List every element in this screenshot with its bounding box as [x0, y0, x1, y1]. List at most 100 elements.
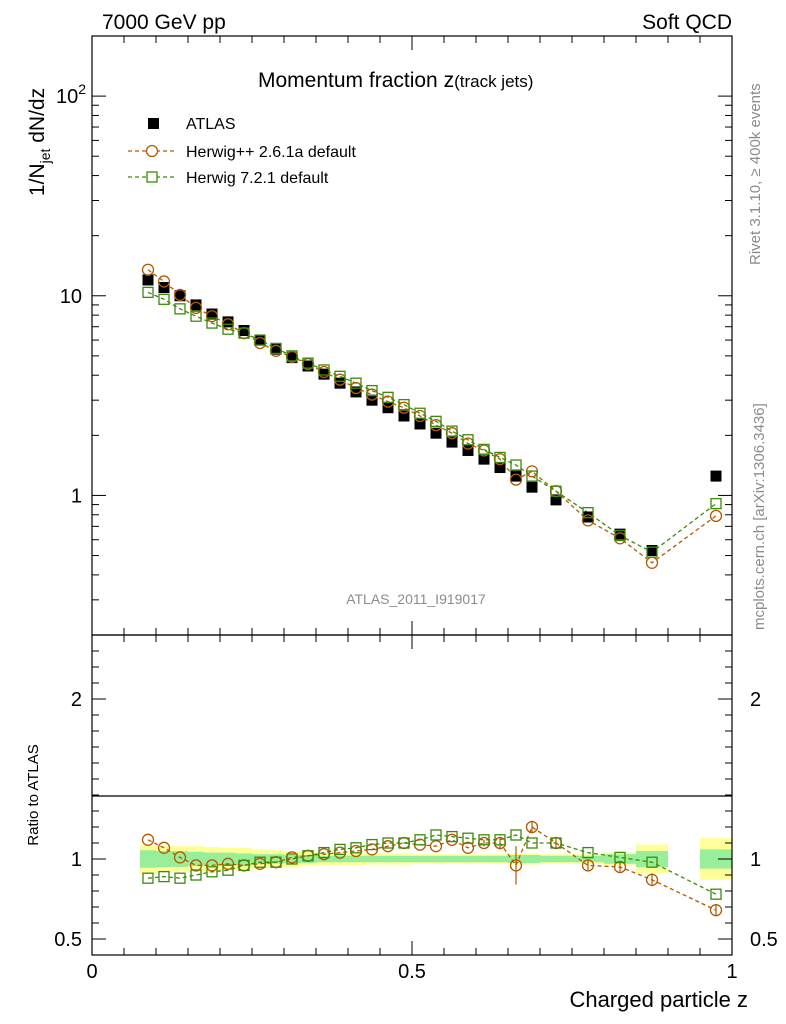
herwig7-ratio-point [238, 859, 250, 872]
herwig7-point [142, 286, 154, 299]
atlas-data-point [510, 470, 522, 482]
herwigpp-ratio-point [613, 860, 627, 874]
uncertainty-band-stat [380, 855, 396, 863]
herwig7-ratio-point [582, 846, 594, 859]
ratio-y-tick-label-left: 1 [71, 849, 82, 871]
herwig7-ratio-point [222, 864, 234, 876]
herwigpp-point [189, 301, 203, 314]
uncertainty-band-stat [316, 855, 332, 863]
herwig7-point [430, 415, 442, 427]
herwigpp-ratio-point [581, 859, 595, 872]
ratio-y-tick-label-right: 0.5 [750, 929, 778, 951]
atlas-data-point [270, 343, 282, 355]
herwig7-ratio-point [302, 850, 314, 862]
uncertainty-band-stat [412, 855, 428, 863]
x-tick-label: 0.5 [398, 961, 426, 983]
atlas-data-point [222, 316, 234, 328]
plot-title-sub: (track jets) [454, 72, 533, 91]
uncertainty-band-stat [492, 855, 508, 863]
legend-label-herwig7: Herwig 7.2.1 default [186, 170, 329, 187]
herwig7-ratio-point [142, 872, 154, 884]
main-y-tick-label: 10 [60, 286, 82, 308]
herwigpp-ratio-point [189, 859, 203, 872]
herwigpp-ratio-point [157, 841, 171, 854]
herwig7-ratio-point [430, 829, 442, 841]
herwigpp-ratio-point [221, 857, 235, 870]
uncertainty-band-stat [636, 851, 668, 867]
atlas-data-point [286, 352, 298, 364]
herwig7-point [238, 327, 250, 339]
herwig7-ratio-point [382, 837, 394, 849]
herwig7-point [582, 506, 594, 519]
legend-marker-atlas [148, 118, 159, 129]
category-label: Soft QCD [642, 11, 732, 34]
atlas-data-point [254, 334, 266, 346]
main-y-tick-label: 1 [71, 485, 82, 507]
herwigpp-point [157, 275, 171, 288]
herwig7-ratio-point [158, 870, 170, 883]
herwig7-point [446, 425, 458, 437]
energy-label: 7000 GeV pp [102, 11, 226, 34]
herwig7-point [614, 529, 626, 542]
uncertainty-band-stat [460, 855, 476, 863]
herwig7-point [550, 485, 562, 497]
herwig7-ratio-point [366, 838, 378, 851]
herwigpp-point [509, 473, 523, 486]
uncertainty-band-stat [300, 855, 316, 863]
uncertainty-band-stat [364, 855, 380, 863]
herwig7-point [526, 470, 538, 482]
atlas-data-point [710, 470, 722, 482]
herwig7-point [254, 334, 266, 346]
uncertainty-band-stat [156, 851, 172, 867]
atlas-data-point [446, 436, 458, 448]
herwig7-point [462, 434, 474, 446]
atlas-data-point [582, 511, 594, 523]
herwigpp-point [205, 310, 219, 323]
x-tick-label: 0 [86, 961, 97, 983]
herwig7-ratio-point [318, 846, 330, 859]
uncertainty-band-stat [540, 855, 572, 863]
atlas-data-point [526, 481, 538, 493]
herwig7-point [366, 384, 378, 397]
mcplots-label: mcplots.cern.ch [arXiv:1306.3436] [751, 403, 768, 630]
herwigpp-ratio-point [461, 841, 475, 854]
ratio-y-tick-label-left: 0.5 [54, 929, 82, 951]
legend: ATLAS Herwig++ 2.6.1a default Herwig 7.2… [128, 116, 356, 187]
atlas-data-point [478, 453, 490, 465]
uncertainty-band-stat [268, 854, 284, 864]
uncertainty-band-stat [700, 849, 732, 869]
atlas-data-point [398, 410, 410, 422]
ratio-series-line-1 [147, 834, 717, 895]
ratio-frame [91, 634, 733, 956]
atlas-data-point [206, 308, 218, 320]
herwig7-ratio-point [526, 837, 538, 849]
herwig7-point [646, 546, 658, 558]
herwig7-ratio-point [550, 837, 562, 849]
uncertainty-band-stat [332, 855, 348, 863]
main-y-axis-label-base: 1/N [26, 163, 49, 196]
uncertainty-band-stat [396, 855, 412, 863]
atlas-data-point [190, 299, 202, 311]
herwigpp-ratio-point [173, 851, 187, 864]
atlas-data-point [494, 462, 506, 474]
herwigpp-ratio-point [645, 873, 659, 886]
herwig7-ratio-point [174, 872, 186, 884]
herwigpp-ratio-point [429, 840, 443, 853]
herwig7-ratio-point [350, 842, 362, 854]
herwigpp-point [581, 514, 595, 527]
herwig7-point [350, 377, 362, 389]
herwig7-point [478, 443, 490, 456]
legend-label-atlas: ATLAS [186, 116, 236, 133]
herwig7-point [318, 364, 330, 376]
herwig7-ratio-point [510, 829, 522, 841]
herwig7-ratio-point [414, 834, 426, 846]
herwig7-point [334, 370, 346, 382]
atlas-data-point [462, 444, 474, 456]
herwig7-ratio-point [206, 866, 218, 878]
legend-marker-herwigpp [145, 144, 159, 158]
atlas-data-point [414, 418, 426, 430]
ratio-y-axis-label: Ratio to ATLAS [25, 744, 42, 845]
uncertainty-band-stat [252, 854, 268, 864]
herwig7-point [158, 293, 170, 305]
